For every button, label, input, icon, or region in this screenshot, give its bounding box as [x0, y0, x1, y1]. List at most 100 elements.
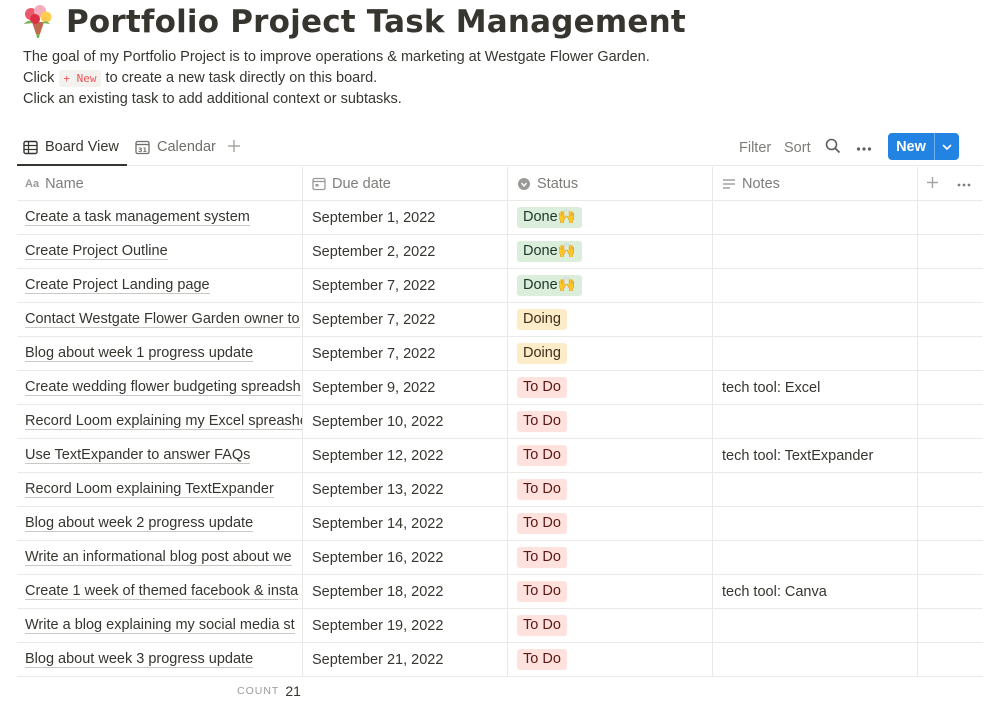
table-row[interactable]: Use TextExpander to answer FAQs September… — [17, 439, 983, 473]
status-cell[interactable]: To Do — [507, 643, 712, 676]
task-name-cell[interactable]: Blog about week 1 progress update — [17, 337, 302, 370]
tab-board-view[interactable]: Board View — [23, 134, 119, 160]
table-row[interactable]: Create Project Outline September 2, 2022 D… — [17, 235, 983, 269]
table-row[interactable]: Blog about week 1 progress update Septemb… — [17, 337, 983, 371]
due-date-cell[interactable]: September 10, 2022 — [302, 405, 507, 438]
due-date-cell[interactable]: September 13, 2022 — [302, 473, 507, 506]
add-view-button[interactable] — [227, 134, 241, 160]
notes-cell[interactable] — [712, 473, 917, 506]
task-name-cell[interactable]: Create 1 week of themed facebook & insta — [17, 575, 302, 608]
task-name-cell[interactable]: Create Project Landing page — [17, 269, 302, 302]
notes-cell[interactable] — [712, 643, 917, 676]
due-date-cell[interactable]: September 7, 2022 — [302, 269, 507, 302]
notes-cell[interactable] — [712, 303, 917, 336]
task-name[interactable]: Write an informational blog post about w… — [25, 549, 292, 566]
table-row[interactable]: Write a blog explaining my social media … — [17, 609, 983, 643]
status-cell[interactable]: To Do — [507, 609, 712, 642]
search-button[interactable] — [825, 136, 841, 160]
task-name[interactable]: Use TextExpander to answer FAQs — [25, 447, 251, 464]
tab-calendar[interactable]: 31 Calendar — [135, 134, 216, 160]
table-row[interactable]: Blog about week 3 progress update Septemb… — [17, 643, 983, 677]
notes-cell[interactable] — [712, 269, 917, 302]
bouquet-icon[interactable] — [18, 2, 58, 42]
task-name-cell[interactable]: Contact Westgate Flower Garden owner to — [17, 303, 302, 336]
task-name[interactable]: Record Loom explaining TextExpander — [25, 481, 274, 498]
task-name-cell[interactable]: Record Loom explaining my Excel spreashe — [17, 405, 302, 438]
page-title[interactable]: Portfolio Project Task Management — [66, 4, 686, 40]
table-row[interactable]: Blog about week 2 progress update Septemb… — [17, 507, 983, 541]
due-date-cell[interactable]: September 7, 2022 — [302, 303, 507, 336]
status-cell[interactable]: Done🙌 — [507, 235, 712, 268]
status-cell[interactable]: Done🙌 — [507, 201, 712, 234]
due-date-cell[interactable]: September 21, 2022 — [302, 643, 507, 676]
due-date-cell[interactable]: September 9, 2022 — [302, 371, 507, 404]
table-row[interactable]: Record Loom explaining TextExpander Septe… — [17, 473, 983, 507]
task-name-cell[interactable]: Use TextExpander to answer FAQs — [17, 439, 302, 472]
due-date-cell[interactable]: September 1, 2022 — [302, 201, 507, 234]
task-name-cell[interactable]: Write an informational blog post about w… — [17, 541, 302, 574]
more-options-button[interactable] — [856, 136, 872, 160]
due-date-cell[interactable]: September 7, 2022 — [302, 337, 507, 370]
due-date-cell[interactable]: September 19, 2022 — [302, 609, 507, 642]
column-header-status[interactable]: Status — [507, 167, 712, 200]
task-name-cell[interactable]: Write a blog explaining my social media … — [17, 609, 302, 642]
status-cell[interactable]: To Do — [507, 541, 712, 574]
status-cell[interactable]: Done🙌 — [507, 269, 712, 302]
due-date-cell[interactable]: September 18, 2022 — [302, 575, 507, 608]
status-cell[interactable]: To Do — [507, 439, 712, 472]
due-date-cell[interactable]: September 12, 2022 — [302, 439, 507, 472]
due-date-cell[interactable]: September 16, 2022 — [302, 541, 507, 574]
task-name[interactable]: Create 1 week of themed facebook & insta — [25, 583, 299, 600]
task-name[interactable]: Blog about week 2 progress update — [25, 515, 254, 532]
notes-cell[interactable] — [712, 507, 917, 540]
notes-cell[interactable]: tech tool: TextExpander — [712, 439, 917, 472]
task-name-cell[interactable]: Create Project Outline — [17, 235, 302, 268]
table-row[interactable]: Create 1 week of themed facebook & insta… — [17, 575, 983, 609]
status-cell[interactable]: Doing — [507, 337, 712, 370]
status-cell[interactable]: Doing — [507, 303, 712, 336]
task-name-cell[interactable]: Create a task management system — [17, 201, 302, 234]
notes-cell[interactable]: tech tool: Excel — [712, 371, 917, 404]
task-name[interactable]: Write a blog explaining my social media … — [25, 617, 295, 634]
notes-cell[interactable] — [712, 201, 917, 234]
column-header-due-date[interactable]: Due date — [302, 167, 507, 200]
task-name[interactable]: Blog about week 1 progress update — [25, 345, 254, 362]
new-button[interactable]: New — [888, 133, 959, 160]
status-cell[interactable]: To Do — [507, 507, 712, 540]
notes-cell[interactable] — [712, 609, 917, 642]
task-name[interactable]: Create Project Landing page — [25, 277, 210, 294]
task-name-cell[interactable]: Blog about week 2 progress update — [17, 507, 302, 540]
task-name[interactable]: Contact Westgate Flower Garden owner to — [25, 311, 300, 328]
task-name-cell[interactable]: Create wedding flower budgeting spreadsh — [17, 371, 302, 404]
status-cell[interactable]: To Do — [507, 405, 712, 438]
notes-cell[interactable] — [712, 541, 917, 574]
notes-cell[interactable]: tech tool: Canva — [712, 575, 917, 608]
task-name[interactable]: Create Project Outline — [25, 243, 168, 260]
status-cell[interactable]: To Do — [507, 575, 712, 608]
column-header-notes[interactable]: Notes — [712, 167, 917, 200]
notes-cell[interactable] — [712, 405, 917, 438]
status-cell[interactable]: To Do — [507, 473, 712, 506]
table-row[interactable]: Create Project Landing page September 7, … — [17, 269, 983, 303]
column-options-button[interactable] — [957, 167, 971, 200]
notes-cell[interactable] — [712, 235, 917, 268]
status-cell[interactable]: To Do — [507, 371, 712, 404]
table-row[interactable]: Record Loom explaining my Excel spreashe… — [17, 405, 983, 439]
task-name[interactable]: Create a task management system — [25, 209, 250, 226]
table-row[interactable]: Create wedding flower budgeting spreadsh… — [17, 371, 983, 405]
add-property-button[interactable] — [926, 167, 939, 200]
notes-cell[interactable] — [712, 337, 917, 370]
task-name[interactable]: Create wedding flower budgeting spreadsh — [25, 379, 301, 396]
task-name[interactable]: Blog about week 3 progress update — [25, 651, 254, 668]
due-date-cell[interactable]: September 14, 2022 — [302, 507, 507, 540]
task-name[interactable]: Record Loom explaining my Excel spreashe — [25, 413, 302, 430]
table-row[interactable]: Contact Westgate Flower Garden owner to S… — [17, 303, 983, 337]
task-name-cell[interactable]: Blog about week 3 progress update — [17, 643, 302, 676]
due-date-cell[interactable]: September 2, 2022 — [302, 235, 507, 268]
task-name-cell[interactable]: Record Loom explaining TextExpander — [17, 473, 302, 506]
chevron-down-icon[interactable] — [935, 143, 959, 150]
table-row[interactable]: Create a task management system September… — [17, 201, 983, 235]
filter-button[interactable]: Filter — [739, 140, 772, 156]
column-header-name[interactable]: Aa Name — [17, 167, 302, 200]
table-row[interactable]: Write an informational blog post about w… — [17, 541, 983, 575]
